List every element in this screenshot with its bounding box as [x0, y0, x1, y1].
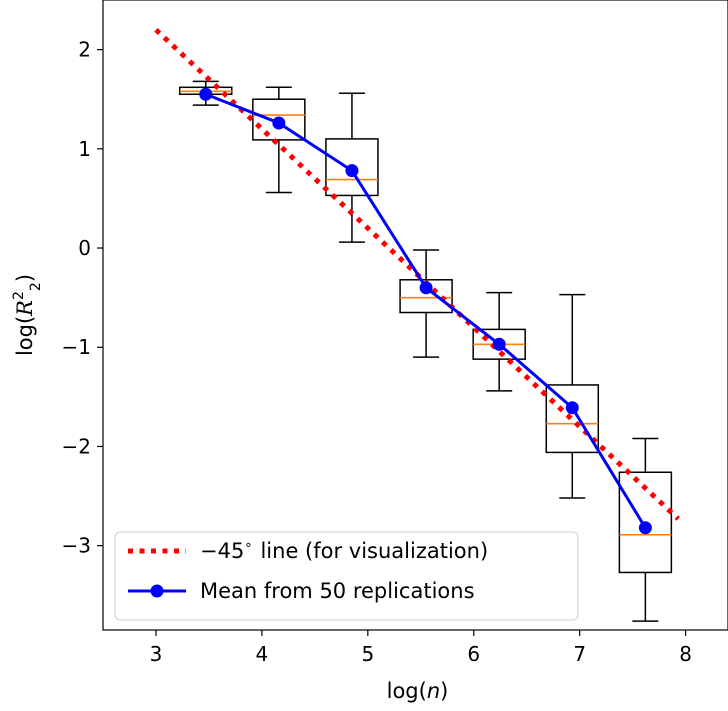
legend-swatch-mean-marker	[150, 584, 164, 598]
legend-label-45-line-rest: line (for visualization)	[260, 539, 488, 563]
y-axis-label-sub: 2	[28, 282, 44, 291]
x-axis-label-prefix: log(	[387, 679, 427, 703]
x-tick-label: 5	[361, 642, 374, 666]
y-axis-label-var: R	[13, 300, 37, 317]
legend-box	[114, 531, 579, 621]
y-axis-label-suffix: )	[13, 274, 37, 282]
y-tick-label: −3	[62, 534, 91, 558]
box-iqr	[325, 138, 379, 197]
y-tick-label: 1	[78, 137, 91, 161]
x-tick-label: 4	[256, 642, 269, 666]
boxplot-2	[325, 92, 379, 243]
legend-label-45-line-head: −45	[200, 539, 244, 563]
y-tick-label: 0	[78, 236, 91, 260]
plot-area-frame	[102, 0, 728, 631]
legend: −45∘ line (for visualization) Mean from 5…	[114, 531, 579, 621]
boxplot-5	[545, 293, 600, 499]
box-iqr	[545, 384, 600, 454]
y-axis-label-sup: 2	[11, 291, 27, 300]
mean-point	[419, 281, 433, 295]
box-iqr	[618, 471, 673, 574]
box-iqr	[252, 98, 306, 141]
y-tick-label: 2	[78, 38, 91, 62]
legend-degree-symbol: ∘	[244, 538, 252, 553]
boxplot-4	[472, 291, 526, 392]
y-tick-label: −1	[62, 335, 91, 359]
series-mean-line	[205, 92, 647, 529]
mean-point	[492, 337, 506, 351]
series-layer	[154, 27, 680, 535]
mean-point	[565, 401, 579, 415]
boxplot-1	[252, 86, 306, 194]
boxplot-6	[618, 437, 673, 622]
x-tick-label: 7	[573, 642, 586, 666]
mean-point	[199, 87, 213, 101]
mean-point	[345, 164, 359, 178]
x-tick-label: 6	[467, 642, 480, 666]
x-axis-label-var: n	[427, 679, 440, 703]
mean-point	[272, 116, 286, 130]
x-tick-label: 3	[150, 642, 163, 666]
x-axis-label: log(n)	[387, 679, 449, 703]
x-axis-label-suffix: )	[440, 679, 448, 703]
y-axis-label-prefix: log(	[13, 316, 37, 356]
axis-ticks: 3 4 5 6 7 8 −3 −2 −1 0 1 2	[62, 38, 692, 666]
legend-label-45-line: −45∘ line (for visualization)	[200, 538, 488, 563]
x-tick-label: 8	[679, 642, 692, 666]
mean-point	[638, 521, 652, 535]
y-tick-label: −2	[62, 434, 91, 458]
boxplot-3	[399, 249, 453, 358]
legend-label-mean: Mean from 50 replications	[200, 579, 475, 603]
y-axis-label: log(R22)	[11, 274, 44, 356]
